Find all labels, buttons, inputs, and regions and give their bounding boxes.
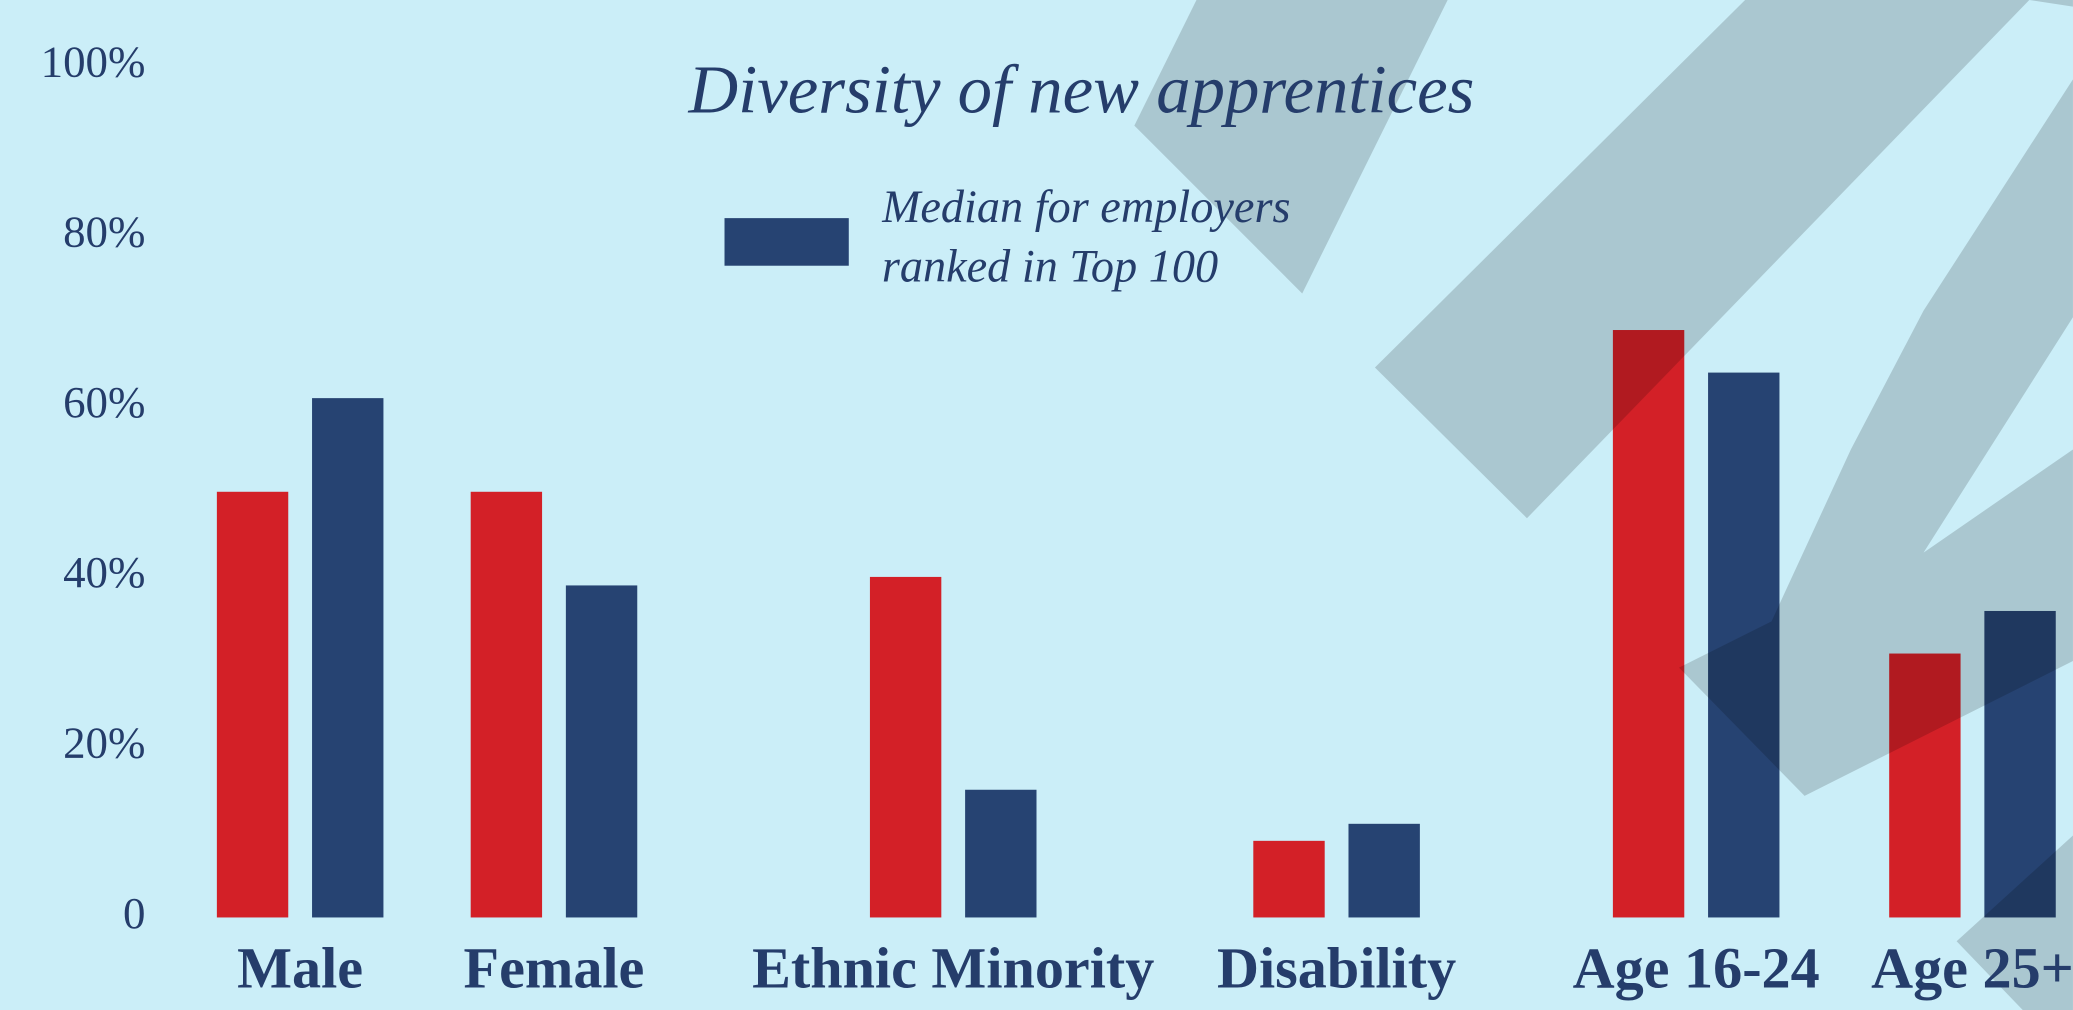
x-tick-label: Age 16-24	[1573, 936, 1820, 1001]
decor-shape	[1956, 835, 2073, 1010]
y-tick-label: 40%	[63, 547, 145, 597]
bar	[869, 576, 942, 918]
y-tick-label: 0	[123, 888, 145, 938]
plot-area	[216, 330, 2056, 918]
bar	[1708, 372, 1780, 918]
bar	[216, 491, 289, 918]
bar	[1889, 653, 1961, 918]
decor-shape	[1678, 0, 2073, 796]
x-tick-label: Ethnic Minority	[752, 936, 1154, 1001]
legend-label-box: Median for employers ranked in Top 100	[881, 181, 1291, 293]
x-tick-label: Female	[464, 936, 645, 1001]
bar	[470, 491, 543, 918]
legend-label: Median for employers ranked in Top 100	[881, 181, 1291, 293]
bar	[1984, 610, 2056, 918]
bar	[1253, 840, 1325, 918]
y-tick-label: 20%	[63, 718, 145, 768]
chart-title: Diversity of new apprentices	[688, 51, 1475, 127]
bar	[312, 398, 384, 918]
x-tick-label: Male	[237, 936, 363, 1001]
decor-shape	[1374, 0, 2030, 519]
y-tick-label: 80%	[63, 207, 145, 257]
x-tick-label: Disability	[1217, 936, 1456, 1001]
y-tick-label: 100%	[41, 36, 146, 86]
bar	[565, 585, 638, 918]
decor-shape	[1134, 0, 1448, 294]
legend-swatch	[724, 218, 849, 266]
bar	[1348, 823, 1420, 918]
x-tick-label: Age 25+	[1871, 936, 2073, 1001]
decoration	[1134, 0, 2073, 1010]
bar	[1612, 330, 1685, 918]
y-tick-label: 60%	[63, 377, 145, 427]
bar	[965, 789, 1037, 918]
